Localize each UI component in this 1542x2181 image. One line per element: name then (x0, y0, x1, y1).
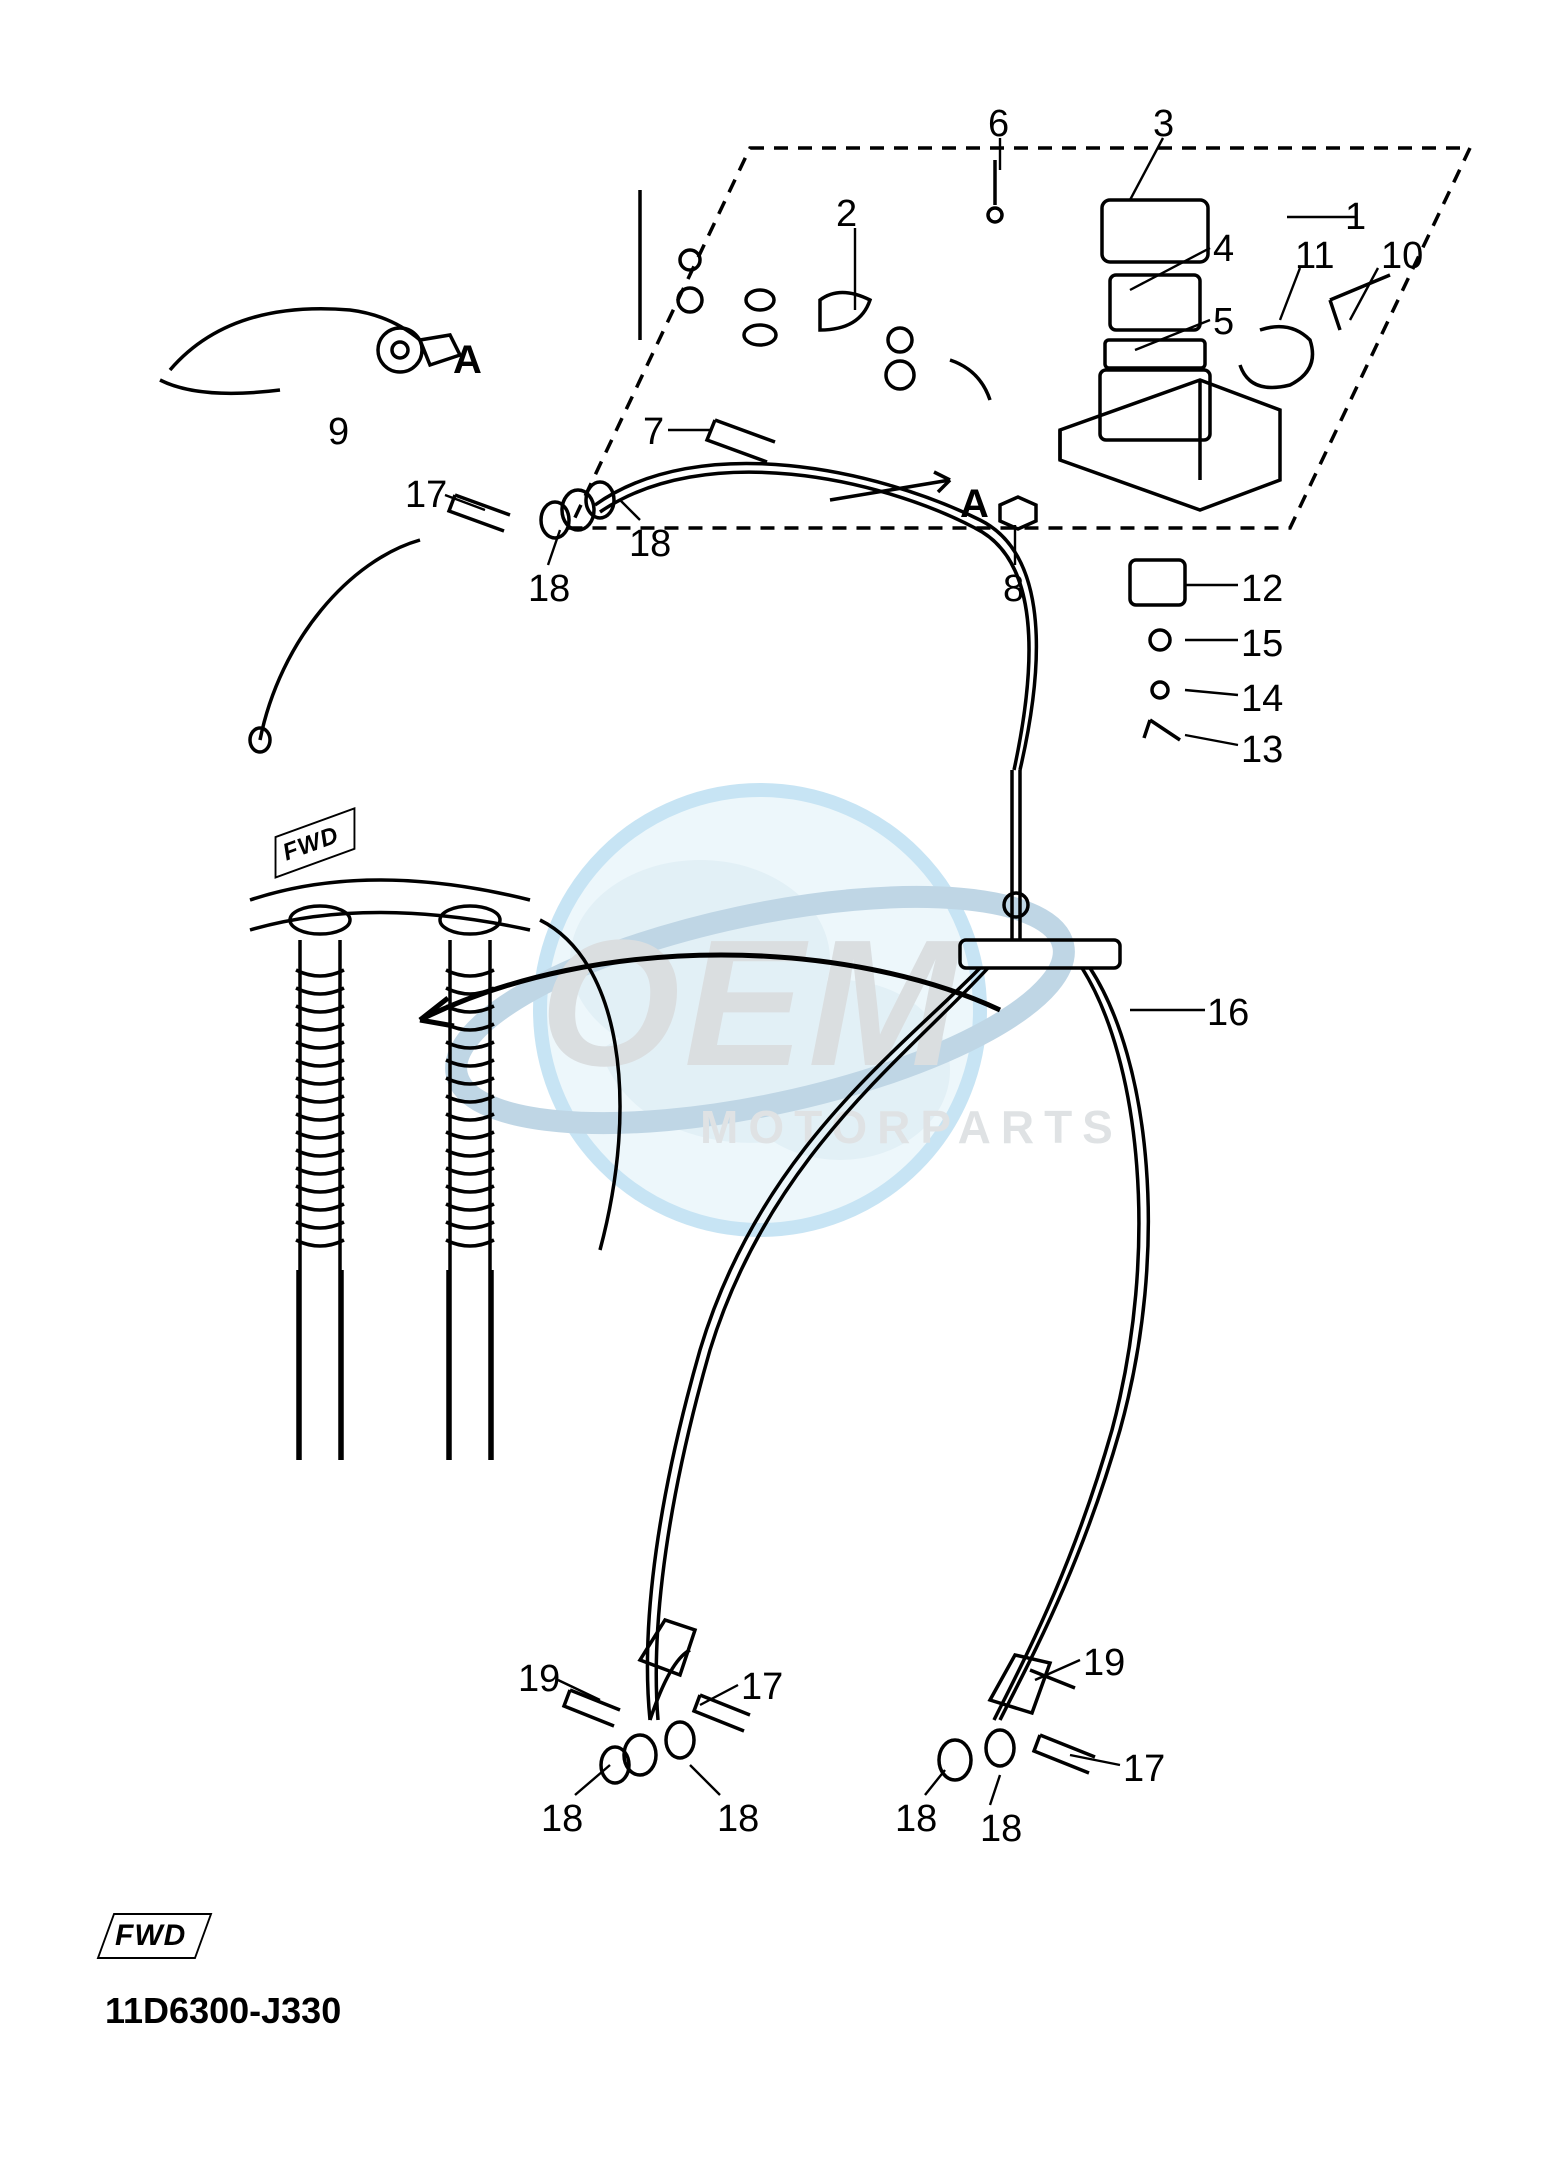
section-letter: A (453, 340, 482, 380)
callout-number: 17 (1123, 1750, 1165, 1788)
callout-number: 5 (1213, 303, 1234, 341)
callout-number: 2 (836, 195, 857, 233)
callout-number: 3 (1153, 105, 1174, 143)
watermark-text-sub: MOTORPARTS (700, 1100, 1123, 1154)
section-letter: A (960, 484, 989, 524)
callout-number: 15 (1241, 625, 1283, 663)
technical-drawing (0, 0, 1542, 2181)
callout-number: 9 (328, 413, 349, 451)
fwd-badge: FWD (97, 1913, 213, 1959)
diagram-part-number: 11D6300-J330 (105, 1990, 341, 2032)
callout-number: 12 (1241, 570, 1283, 608)
callout-number: 8 (1003, 570, 1024, 608)
watermark: OEM MOTORPARTS (0, 0, 1542, 2181)
callout-number: 18 (541, 1800, 583, 1838)
callout-number: 18 (528, 570, 570, 608)
callout-number: 7 (643, 413, 664, 451)
callout-number: 18 (717, 1800, 759, 1838)
callout-number: 6 (988, 105, 1009, 143)
callout-number: 19 (1083, 1644, 1125, 1682)
callout-number: 17 (741, 1668, 783, 1706)
fwd-badge-small: FWD (275, 807, 355, 879)
diagram-canvas: OEM MOTORPARTS (0, 0, 1542, 2181)
callout-number: 17 (405, 476, 447, 514)
fwd-label: FWD (115, 1919, 186, 1953)
callout-number: 14 (1241, 680, 1283, 718)
callout-number: 18 (980, 1810, 1022, 1848)
callout-number: 11 (1295, 237, 1334, 275)
callout-number: 1 (1345, 198, 1366, 236)
callout-number: 19 (518, 1660, 560, 1698)
callout-number: 4 (1213, 230, 1234, 268)
watermark-globe-svg (0, 0, 1542, 2181)
callout-number: 10 (1381, 237, 1423, 275)
callout-number: 18 (629, 525, 671, 563)
callout-number: 16 (1207, 994, 1249, 1032)
fwd-label: FWD (279, 821, 343, 867)
watermark-text-main: OEM (540, 900, 962, 1107)
callout-number: 18 (895, 1800, 937, 1838)
callout-number: 13 (1241, 731, 1283, 769)
